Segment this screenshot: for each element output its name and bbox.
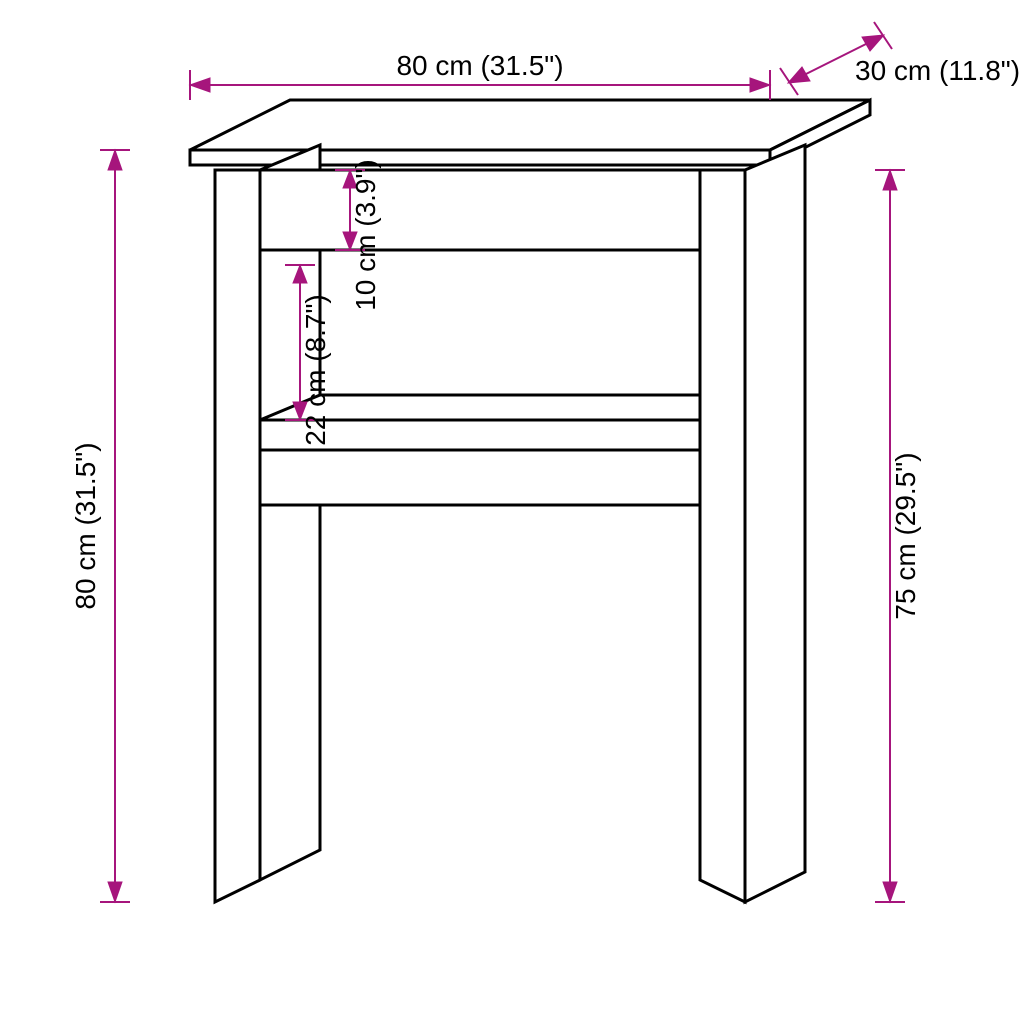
dim-height: 80 cm (31.5") bbox=[70, 150, 130, 902]
furniture-outline bbox=[190, 100, 870, 902]
dim-width-label: 80 cm (31.5") bbox=[396, 50, 563, 81]
left-leg-side bbox=[260, 145, 320, 880]
dim-drawer-label: 10 cm (3.9") bbox=[350, 159, 381, 311]
left-leg-front bbox=[215, 170, 260, 902]
right-leg-front bbox=[700, 170, 745, 902]
dim-leg-label: 75 cm (29.5") bbox=[890, 452, 921, 619]
dim-width: 80 cm (31.5") bbox=[190, 50, 770, 100]
dim-height-label: 80 cm (31.5") bbox=[70, 442, 101, 609]
apron-front bbox=[260, 170, 700, 250]
lower-apron bbox=[260, 450, 700, 505]
dim-depth-label: 30 cm (11.8") bbox=[855, 55, 1020, 86]
dim-shelf-label: 22 cm (8.7") bbox=[300, 294, 331, 446]
dim-depth: 30 cm (11.8") bbox=[780, 22, 1020, 95]
top-board bbox=[190, 100, 870, 150]
right-leg-side bbox=[745, 145, 805, 902]
dim-leg-height: 75 cm (29.5") bbox=[875, 170, 921, 902]
